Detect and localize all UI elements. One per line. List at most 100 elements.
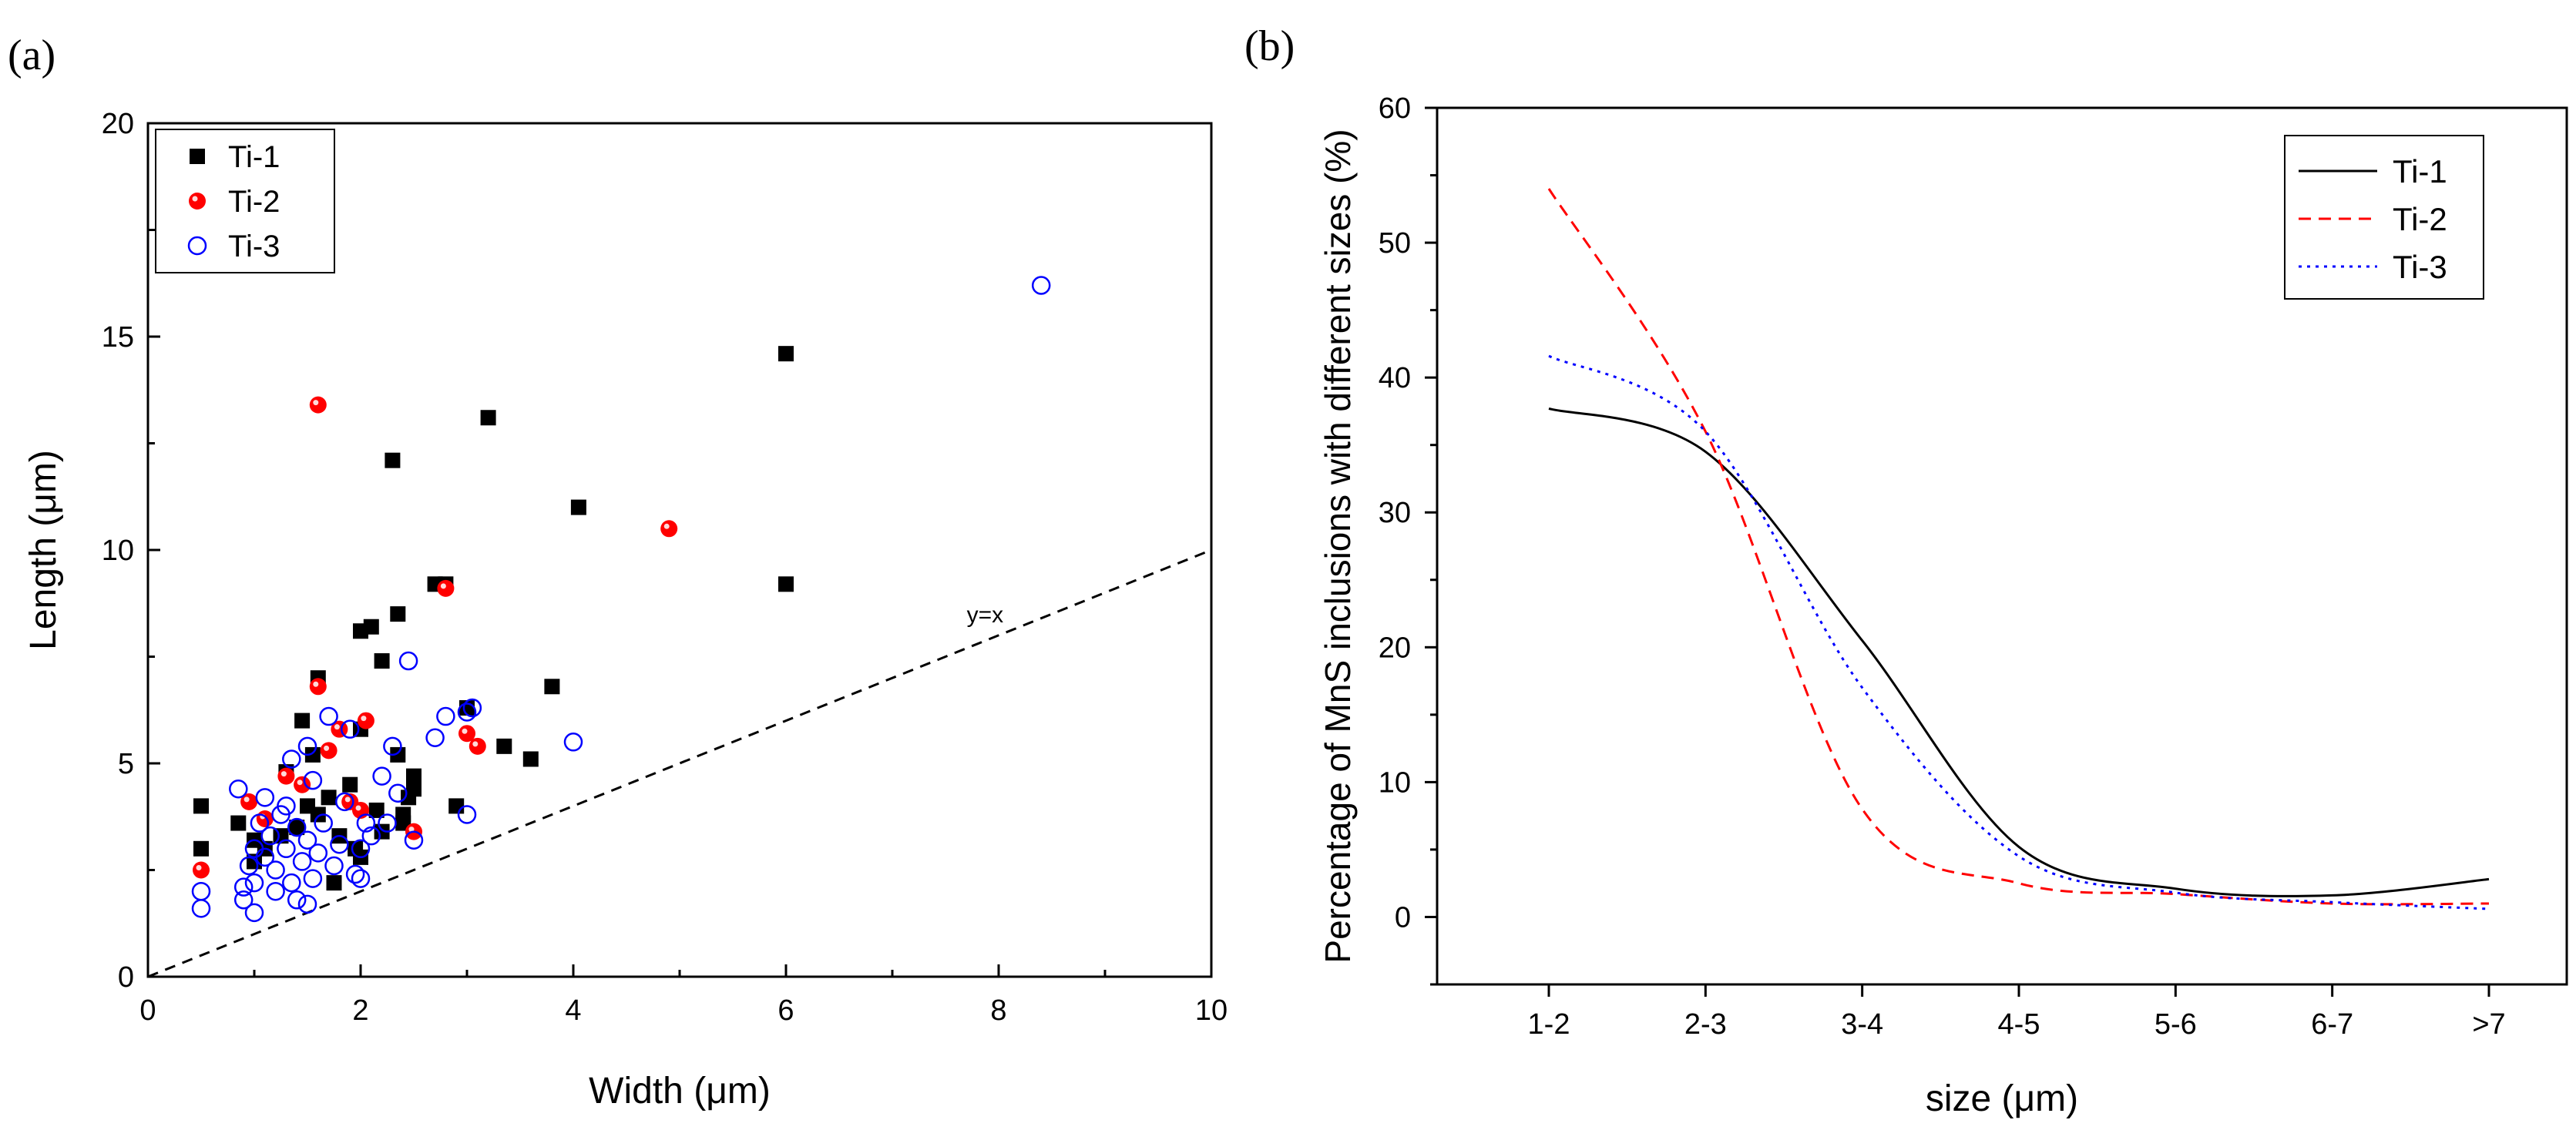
legend-marker-ti-2-highlight [192, 196, 198, 202]
scatter-point [326, 875, 342, 891]
scatter-point [457, 702, 477, 722]
series-ti-3 [191, 276, 1051, 923]
scatter-point [193, 840, 209, 857]
scatter-y-axis-title: Length (μm) [23, 450, 64, 650]
scatter-point [385, 452, 401, 468]
legend-marker-ti-2 [189, 193, 206, 210]
scatter-point [496, 738, 512, 754]
scatter-point [303, 869, 323, 888]
scatter-point [193, 798, 209, 814]
y-tick-label: 20 [102, 108, 134, 140]
scatter-point [309, 396, 327, 414]
scatter-point-highlight [440, 583, 446, 589]
scatter-point [250, 813, 270, 833]
series-line-ti-3 [1548, 354, 2490, 910]
scatter-point [335, 792, 354, 812]
scatter-point [356, 813, 376, 833]
scatter-point [425, 728, 445, 748]
scatter-point [294, 776, 311, 793]
x-tick-label: 6 [778, 994, 794, 1027]
y-tick-label: 10 [102, 535, 134, 567]
x-tick-label: 4-5 [1998, 1008, 2040, 1041]
scatter-point [282, 873, 301, 893]
scatter-point [437, 579, 455, 597]
scatter-point [294, 713, 311, 729]
scatter-point-highlight [361, 716, 367, 722]
scatter-point [255, 788, 275, 807]
scatter-point [368, 802, 385, 818]
legend-label-ti-2: Ti-2 [2393, 201, 2447, 237]
x-tick-label: 10 [1195, 994, 1228, 1027]
x-tick-label: 0 [139, 994, 156, 1027]
y-tick-label: 5 [118, 748, 134, 780]
scatter-point [297, 736, 317, 756]
x-tick-label: 2 [352, 994, 368, 1027]
scatter-point [340, 719, 360, 739]
scatter-point-highlight [344, 796, 351, 803]
y-tick-label: 30 [1379, 497, 1411, 529]
scatter-point [314, 813, 333, 833]
scatter-point [398, 651, 418, 671]
y-tick-label: 50 [1379, 227, 1411, 260]
scatter-point [390, 746, 406, 763]
scatter-point [309, 678, 327, 696]
scatter-point [191, 881, 211, 901]
panel-b-label: (b) [1244, 22, 1295, 70]
scatter-point [277, 796, 296, 816]
scatter-point [289, 820, 305, 836]
x-tick-label: 6-7 [2311, 1008, 2353, 1041]
scatter-point [266, 881, 285, 901]
line-x-axis-title: size (μm) [1926, 1078, 2078, 1119]
scatter-point [303, 770, 323, 790]
legend-label-ti-1: Ti-1 [2393, 153, 2447, 189]
scatter-point [297, 894, 317, 914]
scatter-point-highlight [313, 681, 319, 687]
scatter-point [260, 826, 280, 846]
scatter-point [297, 830, 317, 850]
line-y-axis-title: Percentage of MnS inclusions with differ… [1318, 129, 1358, 963]
scatter-point-highlight [196, 865, 202, 870]
x-tick-label: 5-6 [2155, 1008, 2197, 1041]
legend-marker-ti-3 [187, 236, 207, 256]
scatter-point [388, 783, 408, 803]
x-tick-label: 8 [990, 994, 1006, 1027]
scatter-point [282, 749, 301, 769]
line-legend-box [2284, 135, 2484, 300]
y-tick-label: 60 [1379, 92, 1411, 125]
scatter-point [320, 742, 338, 759]
scatter-point [321, 790, 337, 806]
scatter-points [191, 276, 1051, 923]
scatter-point [240, 793, 258, 810]
line-panel: (b) 1-2 2-3 3-4 4-5 5-6 6-7 >7 0 10 20 30 40 50 60 si… [1244, 22, 2568, 1119]
scatter-point [324, 856, 344, 876]
scatter-point [266, 860, 285, 880]
scatter-point [570, 499, 586, 515]
scatter-point-highlight [313, 400, 319, 406]
y-tick-label: 40 [1379, 362, 1411, 394]
scatter-legend-box [155, 129, 335, 273]
scatter-point [277, 767, 295, 785]
scatter-point [319, 706, 338, 726]
y-tick-label: 0 [118, 961, 134, 994]
scatter-point [1031, 276, 1051, 295]
series-ti-2 [193, 396, 678, 879]
scatter-point [406, 781, 421, 797]
legend-label-ti-3: Ti-3 [2393, 249, 2447, 285]
scatter-axis-ticks: 0 2 4 6 8 10 0 5 10 15 20 [102, 108, 1228, 1027]
scatter-point [351, 839, 371, 859]
scatter-point-highlight [663, 523, 670, 529]
scatter-x-axis-title: Width (μm) [589, 1071, 771, 1112]
scatter-point [436, 706, 455, 726]
scatter-point [277, 839, 296, 859]
scatter-point-highlight [472, 741, 479, 747]
series-line-ti-1 [1548, 407, 2490, 897]
scatter-point [448, 798, 465, 814]
reference-line-label: y=x [967, 602, 1004, 628]
scatter-point [255, 847, 275, 867]
legend-label-ti-3: Ti-3 [228, 230, 280, 263]
scatter-point-highlight [334, 724, 340, 730]
scatter-point [191, 899, 211, 918]
scatter-point-highlight [324, 745, 330, 751]
scatter-point [563, 733, 583, 752]
